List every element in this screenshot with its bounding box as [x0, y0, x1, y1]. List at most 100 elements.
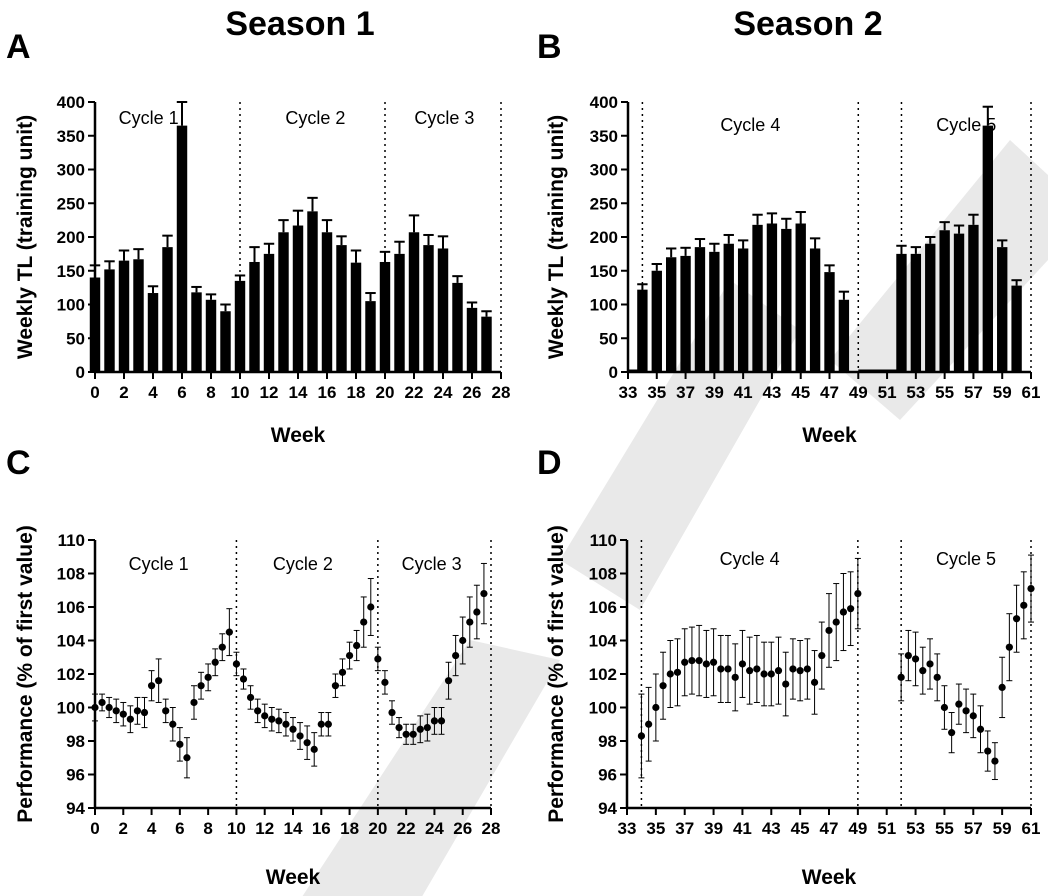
x-axis-label: Week — [271, 424, 326, 447]
cycle-label: Cycle 2 — [285, 108, 345, 128]
data-point — [218, 643, 226, 651]
data-point — [767, 670, 775, 678]
bar — [147, 293, 159, 372]
y-tick-label: 98 — [66, 732, 85, 751]
cycle-label: Cycle 5 — [936, 549, 996, 569]
data-point — [105, 703, 113, 712]
cycle-label: Cycle 3 — [402, 554, 462, 574]
bar — [766, 223, 778, 372]
data-point — [275, 717, 283, 725]
bar — [89, 277, 101, 372]
bar — [118, 260, 130, 372]
x-tick-label: 35 — [647, 383, 666, 402]
data-point — [1027, 584, 1035, 593]
bar — [408, 232, 420, 372]
data-point — [126, 715, 134, 723]
bar — [133, 259, 144, 372]
bar — [665, 257, 677, 372]
y-tick-label: 50 — [66, 329, 85, 348]
bar — [737, 248, 749, 372]
y-axis-label: Performance (% of first value) — [14, 525, 37, 823]
y-tick-label: 400 — [590, 93, 618, 112]
x-tick-label: 12 — [255, 819, 274, 838]
y-tick-label: 108 — [589, 565, 617, 584]
cycle-label: Cycle 3 — [414, 108, 474, 128]
data-point — [367, 603, 375, 611]
bar — [968, 224, 979, 372]
y-tick-label: 98 — [598, 732, 617, 751]
cycle-label: Cycle 1 — [119, 108, 179, 128]
x-tick-label: 33 — [619, 383, 638, 402]
data-point — [926, 660, 934, 668]
data-point — [190, 698, 198, 707]
x-tick-label: 49 — [848, 819, 867, 838]
bar — [336, 245, 347, 372]
data-point — [268, 715, 276, 723]
data-point — [388, 708, 396, 717]
x-tick-label: 51 — [877, 819, 896, 838]
data-point — [183, 754, 191, 762]
data-point — [911, 655, 920, 663]
y-tick-label: 96 — [598, 766, 617, 785]
data-point — [753, 665, 761, 673]
data-point — [825, 626, 833, 635]
data-point — [437, 717, 446, 725]
x-axis-label: Week — [802, 866, 857, 889]
data-point — [140, 708, 149, 717]
x-tick-label: 8 — [203, 819, 212, 838]
data-point — [1005, 643, 1013, 651]
data-point — [854, 590, 862, 598]
y-tick-label: 110 — [58, 531, 85, 550]
y-tick-label: 200 — [57, 228, 85, 247]
bar — [379, 261, 391, 372]
y-tick-label: 100 — [590, 296, 618, 315]
cycle-label: Cycle 4 — [720, 549, 780, 569]
panel-label-c: C — [6, 444, 31, 482]
x-tick-label: 43 — [762, 819, 781, 838]
data-point — [430, 717, 439, 725]
data-point — [317, 720, 325, 728]
data-point — [782, 680, 790, 688]
bar — [781, 228, 792, 372]
data-point — [204, 673, 212, 681]
data-point — [246, 693, 255, 702]
data-point — [402, 730, 410, 738]
data-point — [353, 641, 361, 650]
bar — [292, 225, 304, 372]
chart-panel-b: 0 50 100 150 200 250 300 350 400 33 35 37 39 41 43 45 47… — [545, 93, 1040, 447]
y-tick-label: 250 — [57, 194, 85, 213]
x-tick-label: 41 — [733, 819, 752, 838]
y-tick-label: 102 — [57, 665, 85, 684]
x-tick-label: 53 — [906, 383, 925, 402]
bar — [394, 253, 405, 372]
data-point — [904, 651, 912, 660]
data-point — [409, 730, 417, 738]
data-point — [395, 724, 403, 732]
data-point — [991, 757, 999, 765]
x-tick-label: 10 — [227, 819, 246, 838]
x-tick-label: 37 — [676, 383, 695, 402]
bar — [452, 282, 463, 372]
bar — [162, 247, 173, 372]
cycle-label: Cycle 1 — [129, 554, 189, 574]
y-tick-label: 0 — [609, 363, 618, 382]
y-tick-label: 108 — [57, 565, 85, 584]
bar — [481, 316, 492, 372]
bar — [350, 262, 362, 372]
data-point — [933, 673, 941, 681]
x-tick-label: 39 — [705, 383, 724, 402]
data-point — [897, 673, 905, 681]
y-axis-label: Weekly TL (training unit) — [14, 115, 37, 359]
data-point — [940, 703, 949, 712]
bar — [824, 272, 835, 372]
data-point — [976, 725, 985, 733]
data-point — [155, 677, 163, 685]
data-point — [282, 720, 290, 728]
y-tick-label: 50 — [599, 329, 618, 348]
y-tick-label: 350 — [57, 127, 85, 146]
data-point — [774, 667, 783, 675]
data-point — [789, 665, 797, 673]
bar — [953, 233, 965, 372]
